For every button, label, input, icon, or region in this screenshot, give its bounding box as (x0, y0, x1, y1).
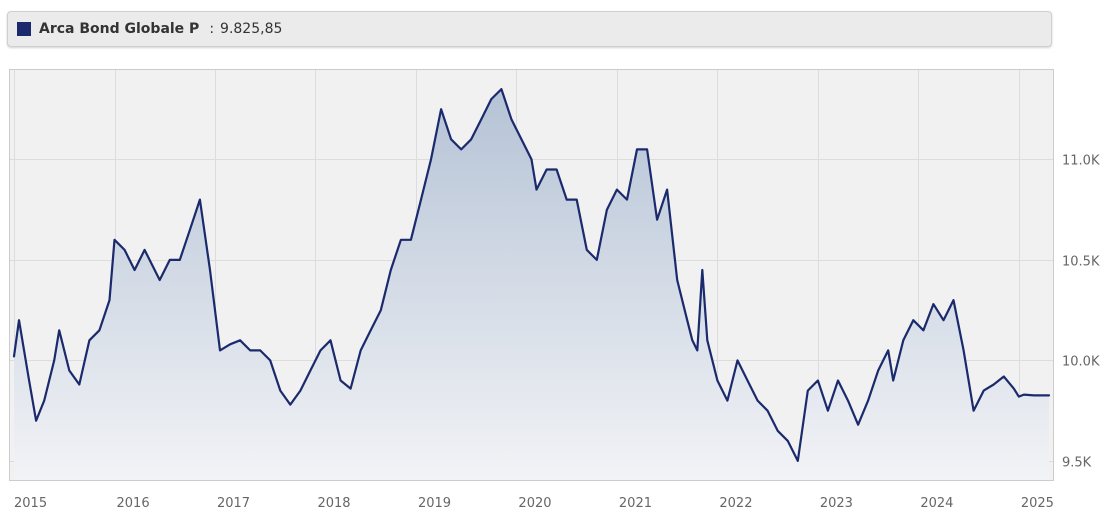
x-tick-label: 2018 (317, 496, 350, 511)
legend-series-name: Arca Bond Globale P (39, 21, 200, 37)
x-tick-label: 2022 (719, 496, 752, 511)
x-tick-label: 2019 (418, 496, 451, 511)
x-tick-label: 2021 (619, 496, 652, 511)
x-tick-label: 2020 (518, 496, 551, 511)
y-tick-label: 11.0K (1062, 154, 1100, 169)
legend-box: Arca Bond Globale P : 9.825,85 (7, 11, 1052, 47)
x-tick-label: 2024 (920, 496, 953, 511)
series-line (12, 88, 1051, 462)
legend-last-value: 9.825,85 (220, 21, 283, 37)
legend-swatch-icon (17, 22, 31, 36)
x-tick-label: 2016 (117, 496, 150, 511)
x-axis-labels: 2015 2016 2017 2018 2019 2020 2021 2022 2023 2024… (14, 496, 1054, 511)
x-tick-label: 2015 (14, 496, 47, 511)
y-tick-label: 9.5K (1062, 456, 1092, 471)
area-fill (14, 89, 1049, 481)
plot-frame (9, 69, 1054, 481)
x-tick-label: 2025 (1021, 496, 1054, 511)
x-tick-label: 2023 (820, 496, 853, 511)
y-tick-label: 10.5K (1062, 255, 1100, 270)
y-tick-label: 10.0K (1062, 355, 1100, 370)
x-tick-label: 2017 (217, 496, 250, 511)
legend-separator: : (209, 21, 215, 37)
y-axis-labels: 9.5K 10.0K 10.5K 11.0K (1062, 154, 1100, 471)
